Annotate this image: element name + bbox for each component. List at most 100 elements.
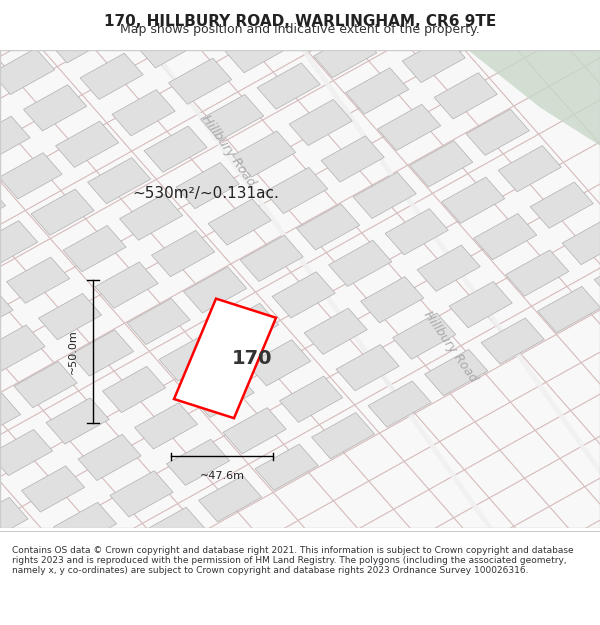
- Polygon shape: [530, 182, 593, 228]
- Polygon shape: [56, 121, 119, 168]
- Polygon shape: [63, 226, 126, 272]
- Polygon shape: [176, 162, 239, 209]
- Polygon shape: [314, 31, 377, 78]
- Polygon shape: [137, 22, 200, 68]
- Polygon shape: [468, 50, 600, 146]
- Polygon shape: [0, 498, 28, 544]
- Polygon shape: [368, 381, 431, 428]
- Polygon shape: [402, 36, 465, 82]
- Polygon shape: [265, 168, 328, 214]
- Polygon shape: [78, 434, 141, 481]
- Polygon shape: [0, 602, 35, 625]
- Polygon shape: [385, 209, 448, 255]
- Polygon shape: [304, 308, 367, 354]
- Polygon shape: [104, 0, 168, 31]
- Polygon shape: [159, 335, 222, 381]
- Polygon shape: [46, 398, 109, 444]
- Polygon shape: [248, 340, 311, 386]
- Polygon shape: [174, 299, 276, 418]
- Polygon shape: [23, 85, 86, 131]
- Text: Contains OS data © Crown copyright and database right 2021. This information is : Contains OS data © Crown copyright and d…: [12, 546, 574, 576]
- Polygon shape: [70, 330, 134, 376]
- Polygon shape: [225, 26, 288, 72]
- Polygon shape: [0, 116, 30, 162]
- Polygon shape: [7, 257, 70, 303]
- Polygon shape: [272, 272, 335, 318]
- Polygon shape: [506, 250, 569, 296]
- Polygon shape: [119, 5, 510, 552]
- Polygon shape: [233, 131, 296, 177]
- Polygon shape: [127, 298, 190, 344]
- Polygon shape: [0, 48, 55, 94]
- Polygon shape: [280, 376, 343, 423]
- Polygon shape: [281, 0, 345, 41]
- Polygon shape: [191, 371, 254, 418]
- Polygon shape: [95, 262, 158, 308]
- Polygon shape: [425, 349, 488, 396]
- Polygon shape: [338, 0, 401, 9]
- Polygon shape: [250, 0, 313, 5]
- Polygon shape: [0, 325, 45, 371]
- Polygon shape: [0, 566, 4, 612]
- Polygon shape: [85, 539, 149, 585]
- Polygon shape: [240, 235, 303, 281]
- Polygon shape: [0, 429, 53, 476]
- Polygon shape: [498, 146, 562, 192]
- Polygon shape: [377, 104, 441, 151]
- Polygon shape: [481, 318, 544, 364]
- Polygon shape: [14, 361, 77, 408]
- Polygon shape: [257, 63, 320, 109]
- Polygon shape: [152, 231, 215, 277]
- Text: Map shows position and indicative extent of the property.: Map shows position and indicative extent…: [120, 23, 480, 36]
- Polygon shape: [110, 471, 173, 517]
- Polygon shape: [289, 99, 352, 146]
- Text: ~50.0m: ~50.0m: [68, 329, 78, 374]
- Polygon shape: [336, 344, 399, 391]
- Polygon shape: [392, 313, 456, 359]
- Polygon shape: [449, 281, 512, 328]
- Polygon shape: [0, 534, 60, 580]
- Polygon shape: [0, 393, 20, 439]
- Polygon shape: [594, 255, 600, 301]
- Polygon shape: [321, 136, 384, 182]
- Polygon shape: [88, 158, 151, 204]
- Polygon shape: [466, 109, 529, 156]
- Polygon shape: [134, 402, 197, 449]
- Text: Hillbury Road: Hillbury Road: [421, 308, 479, 384]
- Polygon shape: [215, 303, 279, 349]
- Polygon shape: [370, 0, 433, 46]
- Polygon shape: [0, 184, 5, 231]
- Polygon shape: [16, 0, 79, 26]
- Polygon shape: [361, 277, 424, 323]
- Text: 170, HILLBURY ROAD, WARLINGHAM, CR6 9TE: 170, HILLBURY ROAD, WARLINGHAM, CR6 9TE: [104, 14, 496, 29]
- Polygon shape: [296, 204, 360, 250]
- Polygon shape: [473, 214, 537, 260]
- Polygon shape: [329, 240, 392, 286]
- Polygon shape: [0, 221, 38, 267]
- Polygon shape: [119, 194, 182, 240]
- Text: ~530m²/~0.131ac.: ~530m²/~0.131ac.: [132, 186, 279, 201]
- Polygon shape: [29, 570, 92, 616]
- Polygon shape: [311, 412, 375, 459]
- Text: ~47.6m: ~47.6m: [199, 471, 245, 481]
- Polygon shape: [346, 68, 409, 114]
- Polygon shape: [223, 408, 286, 454]
- Polygon shape: [0, 289, 13, 335]
- Polygon shape: [184, 267, 247, 313]
- Polygon shape: [434, 72, 497, 119]
- Polygon shape: [562, 218, 600, 264]
- Polygon shape: [199, 476, 262, 522]
- Polygon shape: [38, 294, 101, 340]
- Polygon shape: [0, 12, 23, 58]
- Polygon shape: [53, 503, 116, 549]
- Polygon shape: [142, 507, 205, 553]
- Polygon shape: [538, 286, 600, 332]
- Polygon shape: [208, 199, 271, 245]
- Polygon shape: [167, 439, 230, 486]
- Polygon shape: [200, 94, 264, 141]
- Polygon shape: [255, 444, 318, 490]
- Polygon shape: [193, 0, 256, 36]
- Polygon shape: [144, 126, 207, 173]
- Polygon shape: [103, 366, 166, 413]
- Polygon shape: [169, 58, 232, 104]
